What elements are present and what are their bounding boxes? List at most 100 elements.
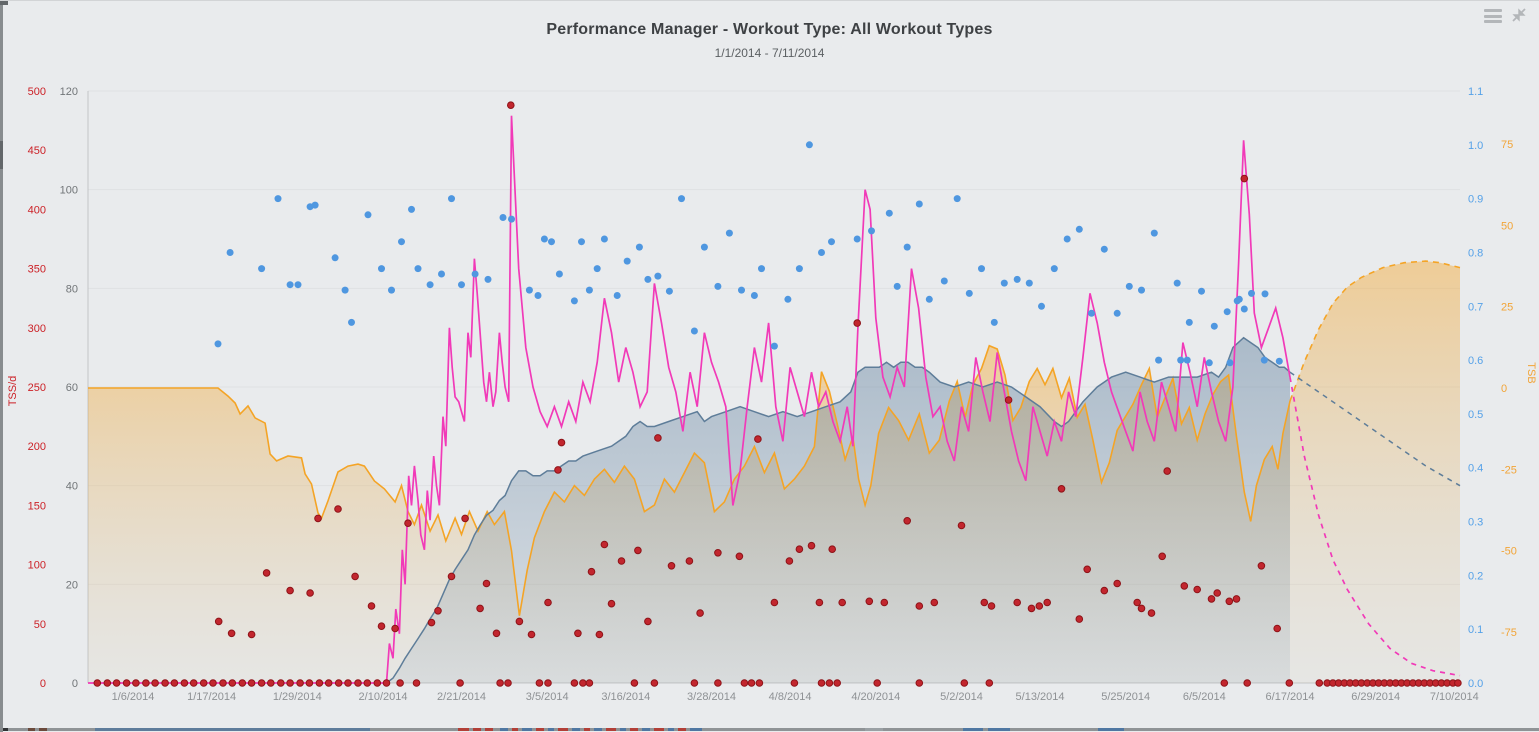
svg-text:0: 0 bbox=[1501, 383, 1507, 395]
svg-text:4/8/2014: 4/8/2014 bbox=[769, 691, 812, 703]
menu-icon[interactable] bbox=[1484, 7, 1502, 23]
bottom-peek-segment bbox=[620, 728, 626, 731]
window-corner-mark bbox=[0, 1, 8, 5]
svg-text:25: 25 bbox=[1501, 302, 1513, 314]
svg-text:2/21/2014: 2/21/2014 bbox=[437, 691, 486, 703]
bottom-peek-segment bbox=[522, 728, 532, 731]
bottom-peek-segment bbox=[458, 728, 469, 731]
svg-text:5/25/2014: 5/25/2014 bbox=[1101, 691, 1150, 703]
series-areas bbox=[88, 261, 1460, 683]
svg-text:50: 50 bbox=[34, 619, 46, 631]
bottom-peek-segment bbox=[963, 728, 983, 731]
svg-text:1.1: 1.1 bbox=[1468, 86, 1483, 98]
svg-text:6/17/2014: 6/17/2014 bbox=[1266, 691, 1315, 703]
svg-text:0.1: 0.1 bbox=[1468, 624, 1483, 636]
svg-text:0.2: 0.2 bbox=[1468, 570, 1483, 582]
svg-text:300: 300 bbox=[28, 323, 46, 335]
tss-tick-labels: 0 50 100 150 200 250 300 350 400 450 500 TSS/d bbox=[7, 86, 46, 690]
bottom-peek-segment bbox=[572, 728, 580, 731]
svg-text:400: 400 bbox=[28, 204, 46, 216]
svg-text:450: 450 bbox=[28, 145, 46, 157]
bottom-peek-segment bbox=[500, 728, 508, 731]
bottom-peek-segment bbox=[642, 728, 650, 731]
date-range-label: 1/1/2014 - 7/11/2014 bbox=[714, 46, 825, 60]
svg-text:0.0: 0.0 bbox=[1468, 678, 1483, 690]
bottom-peek-segment bbox=[95, 728, 370, 731]
svg-text:0: 0 bbox=[72, 678, 78, 690]
window-left-border bbox=[0, 1, 3, 732]
svg-text:1/6/2014: 1/6/2014 bbox=[112, 691, 155, 703]
svg-text:20: 20 bbox=[66, 579, 78, 591]
svg-text:150: 150 bbox=[28, 500, 46, 512]
svg-text:-50: -50 bbox=[1501, 546, 1517, 558]
svg-text:0.8: 0.8 bbox=[1468, 248, 1483, 260]
collapse-icon[interactable] bbox=[1511, 7, 1527, 23]
svg-text:3/28/2014: 3/28/2014 bbox=[687, 691, 736, 703]
svg-text:1.0: 1.0 bbox=[1468, 140, 1483, 152]
svg-text:6/29/2014: 6/29/2014 bbox=[1351, 691, 1400, 703]
series-lines bbox=[88, 115, 1461, 684]
bottom-peek-segment bbox=[485, 728, 493, 731]
svg-text:3/5/2014: 3/5/2014 bbox=[526, 691, 569, 703]
bottom-peek-segment bbox=[668, 728, 674, 731]
svg-text:TSB: TSB bbox=[1525, 362, 1537, 383]
bottom-peek-segment bbox=[39, 728, 47, 731]
svg-text:TSS/d: TSS/d bbox=[7, 376, 19, 407]
bottom-peek-segment bbox=[558, 728, 568, 731]
tsb-projection-line bbox=[1289, 260, 1461, 402]
svg-text:-75: -75 bbox=[1501, 627, 1517, 639]
window-left-border-notch bbox=[0, 141, 3, 169]
svg-text:5/13/2014: 5/13/2014 bbox=[1016, 691, 1065, 703]
if-tick-labels: 0.0 0.1 0.2 0.3 0.4 0.5 0.6 0.7 0.8 0.9 1.0 1.1 bbox=[1468, 86, 1483, 690]
svg-text:350: 350 bbox=[28, 264, 46, 276]
svg-text:6/5/2014: 6/5/2014 bbox=[1183, 691, 1226, 703]
svg-text:4/20/2014: 4/20/2014 bbox=[851, 691, 900, 703]
atl-projection-line bbox=[1289, 376, 1461, 677]
bottom-peek-segment bbox=[0, 728, 8, 731]
bottom-peek-segment bbox=[678, 728, 686, 731]
bottom-peek-segment bbox=[512, 728, 518, 731]
bottom-peek-segment bbox=[654, 728, 664, 731]
chart-toolbar bbox=[1484, 7, 1527, 23]
x-axis-labels: 1/6/2014 1/17/2014 1/29/2014 2/10/2014 2/21/… bbox=[112, 691, 1479, 703]
bottom-peek-segment bbox=[594, 728, 602, 731]
bottom-peek-segment bbox=[473, 728, 481, 731]
bottom-peek-segment bbox=[1098, 728, 1124, 731]
svg-text:40: 40 bbox=[66, 481, 78, 493]
bottom-edge-peek bbox=[0, 728, 1539, 731]
page-title: Performance Manager - Workout Type: All … bbox=[546, 21, 993, 38]
bottom-peek-segment bbox=[988, 728, 1010, 731]
svg-text:100: 100 bbox=[28, 560, 46, 572]
svg-text:120: 120 bbox=[60, 86, 78, 98]
svg-text:0.9: 0.9 bbox=[1468, 194, 1483, 206]
svg-text:3/16/2014: 3/16/2014 bbox=[601, 691, 650, 703]
ctl-line bbox=[386, 336, 1291, 684]
tsb-tick-labels: -75 -50 -25 0 25 50 75 TSB bbox=[1501, 139, 1537, 639]
svg-text:0.3: 0.3 bbox=[1468, 517, 1483, 529]
svg-text:60: 60 bbox=[66, 382, 78, 394]
bottom-peek-segment bbox=[28, 728, 35, 731]
svg-text:50: 50 bbox=[1501, 220, 1513, 232]
atl-line bbox=[88, 115, 1291, 684]
svg-text:7/10/2014: 7/10/2014 bbox=[1430, 691, 1479, 703]
tss-dots bbox=[93, 101, 1462, 687]
bottom-peek-segment bbox=[584, 728, 590, 731]
bottom-peek-segment bbox=[630, 728, 638, 731]
bottom-peek-segment bbox=[536, 728, 544, 731]
svg-text:250: 250 bbox=[28, 382, 46, 394]
tsb-line bbox=[88, 344, 1291, 616]
svg-text:0.6: 0.6 bbox=[1468, 355, 1483, 367]
svg-text:80: 80 bbox=[66, 283, 78, 295]
svg-text:0.4: 0.4 bbox=[1468, 463, 1483, 475]
bottom-peek-segment bbox=[606, 728, 616, 731]
ctl-projection-line bbox=[1289, 371, 1461, 487]
bottom-peek-segment bbox=[690, 728, 702, 731]
bottom-peek-segment bbox=[548, 728, 554, 731]
svg-text:2/10/2014: 2/10/2014 bbox=[359, 691, 408, 703]
svg-text:500: 500 bbox=[28, 86, 46, 98]
svg-text:0: 0 bbox=[40, 678, 46, 690]
tss_d-tick-labels: 0 20 40 60 80 100 120 bbox=[60, 86, 78, 690]
bottom-peek-segment bbox=[865, 728, 883, 731]
svg-text:100: 100 bbox=[60, 185, 78, 197]
